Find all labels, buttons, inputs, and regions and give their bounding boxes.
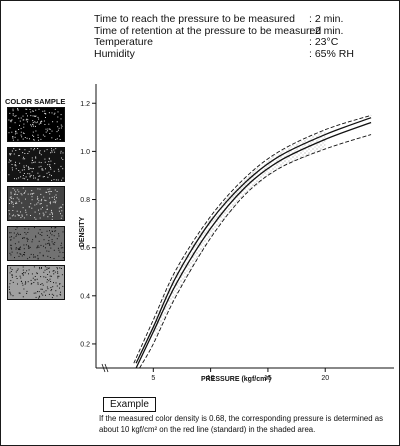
condition-value: : 2 min. xyxy=(309,13,344,25)
color-sample-title: COLOR SAMPLE xyxy=(5,97,66,106)
condition-value: : 65% RH xyxy=(309,47,354,60)
tolerance-band xyxy=(153,129,326,344)
condition-label: Time to reach the pressure to be measure… xyxy=(94,13,295,25)
x-tick-label: 15 xyxy=(264,375,272,382)
x-axis-label: PRESSURE (kgf/cm²) xyxy=(201,376,271,383)
condition-row: Humidity : 65% RH xyxy=(94,47,354,61)
x-tick-label: 5 xyxy=(151,375,155,382)
axis-break-mark xyxy=(101,363,109,373)
condition-row: Time of retention at the pressure to be … xyxy=(94,24,354,38)
color-sample-swatch xyxy=(7,186,65,221)
example-text: If the measured color density is 0.68, t… xyxy=(99,414,383,434)
condition-label: Humidity xyxy=(94,47,135,60)
y-tick-label: 0.4 xyxy=(80,293,90,300)
standard-curve xyxy=(135,117,372,364)
condition-value: : 2 min. xyxy=(309,24,344,37)
color-sample-swatch xyxy=(7,265,65,300)
color-sample-swatch xyxy=(7,107,65,142)
color-sample-swatch xyxy=(7,146,65,182)
test-conditions: Time to reach the pressure to be measure… xyxy=(94,13,354,61)
y-tick-label: 1.2 xyxy=(80,101,90,108)
y-tick-label: 0.6 xyxy=(80,245,90,252)
tolerance-limit-curve xyxy=(139,134,372,369)
standard-curve xyxy=(135,121,372,369)
condition-label: Temperature xyxy=(94,36,153,48)
y-axis-label: DENSITY xyxy=(79,217,86,248)
condition-row: Time to reach the pressure to be measure… xyxy=(94,13,354,26)
condition-label: Time of retention at the pressure to be … xyxy=(94,24,322,37)
condition-row: Temperature : 23°C xyxy=(94,36,354,49)
y-tick-label: 0.2 xyxy=(80,341,90,348)
x-tick-label: 20 xyxy=(321,375,329,382)
example-label: Example xyxy=(103,397,156,412)
y-tick-label: 0.8 xyxy=(80,197,90,204)
tolerance-limit-curve xyxy=(133,114,372,364)
y-tick-label: 1.0 xyxy=(80,149,90,156)
condition-value: : 23°C xyxy=(309,36,339,48)
color-sample-swatch xyxy=(7,225,65,261)
x-tick-label: 10 xyxy=(207,375,215,382)
